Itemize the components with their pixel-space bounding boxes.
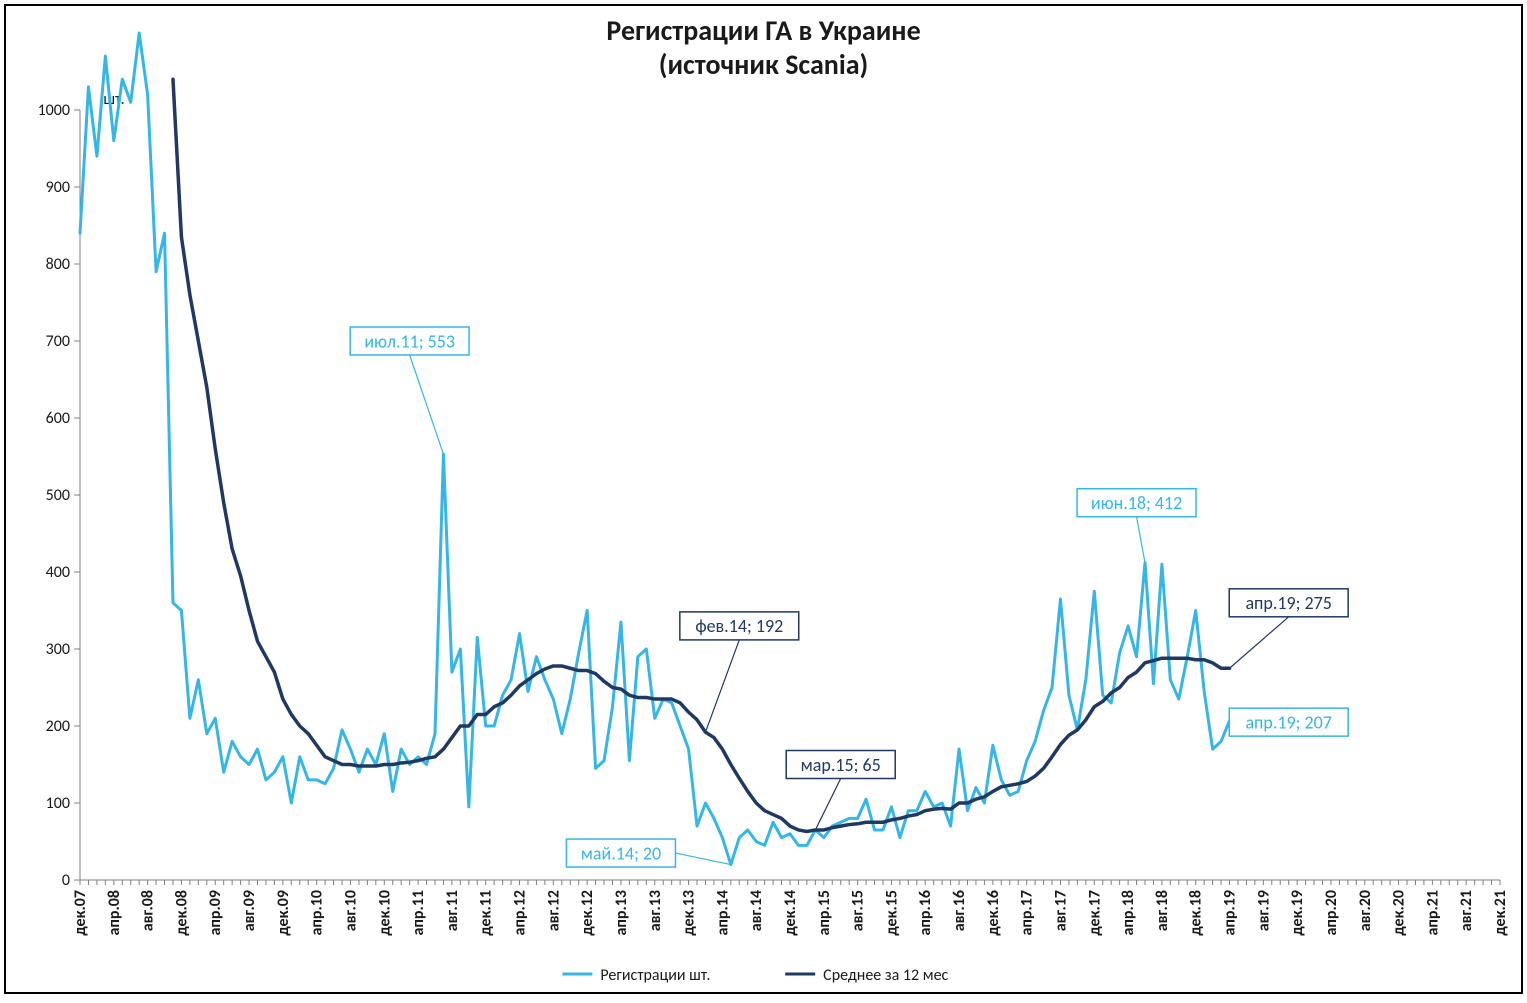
y-tick-label: 400 [46, 563, 70, 582]
x-tick-label: авг.18 [1153, 890, 1172, 931]
callout-label: май.14; 20 [581, 842, 661, 864]
legend-label: Среднее за 12 мес [823, 966, 948, 985]
x-tick-label: дек.21 [1491, 890, 1510, 936]
svg-text:(источник Scania): (источник Scania) [659, 47, 869, 82]
x-tick-label: дек.19 [1288, 890, 1307, 936]
svg-text:Регистрации ГА в Украине: Регистрации ГА в Украине [606, 13, 920, 48]
x-tick-label: апр.21 [1423, 890, 1442, 936]
x-tick-label: апр.13 [612, 890, 631, 936]
x-tick-label: авг.11 [443, 890, 462, 931]
x-tick-label: дек.11 [477, 890, 496, 936]
chart-svg: Регистрации ГА в Украине(источник Scania… [0, 0, 1527, 998]
x-tick-label: дек.17 [1085, 890, 1104, 936]
x-tick-label: дек.13 [680, 890, 699, 936]
x-tick-label: апр.12 [511, 890, 530, 936]
callout-label: июн.18; 412 [1091, 492, 1182, 514]
x-tick-label: апр.11 [409, 890, 428, 936]
x-tick-label: дек.08 [172, 890, 191, 936]
y-tick-label: 700 [46, 332, 70, 351]
y-tick-label: 200 [46, 717, 70, 736]
x-tick-label: апр.16 [916, 890, 935, 936]
x-tick-label: авг.14 [747, 890, 766, 931]
y-tick-label: 1000 [38, 101, 70, 120]
x-tick-label: апр.17 [1018, 890, 1037, 936]
x-tick-label: апр.15 [815, 890, 834, 936]
x-tick-label: апр.09 [206, 890, 225, 936]
x-tick-label: апр.08 [105, 890, 124, 936]
legend-label: Регистрации шт. [600, 966, 710, 985]
x-tick-label: авг.09 [240, 890, 259, 931]
x-tick-label: авг.10 [341, 890, 360, 931]
y-tick-label: 300 [46, 640, 70, 659]
x-tick-label: апр.20 [1322, 890, 1341, 936]
x-tick-label: дек.20 [1390, 890, 1409, 936]
x-tick-label: авг.08 [139, 890, 158, 931]
x-tick-label: авг.16 [950, 890, 969, 931]
y-tick-label: 0 [62, 871, 70, 890]
x-tick-label: дек.15 [882, 890, 901, 936]
callout-label: фев.14; 192 [695, 615, 783, 637]
x-tick-label: авг.19 [1254, 890, 1273, 931]
x-tick-label: авг.21 [1457, 890, 1476, 931]
x-tick-label: апр.19 [1221, 890, 1240, 936]
callout-label: июл.11; 553 [364, 330, 455, 352]
x-tick-label: авг.13 [646, 890, 665, 931]
callout: апр.19; 207 [1229, 708, 1348, 736]
x-tick-label: авг.15 [849, 890, 868, 931]
callout-label: апр.19; 207 [1245, 711, 1332, 733]
x-tick-label: дек.14 [781, 890, 800, 936]
x-tick-label: дек.07 [71, 890, 90, 936]
y-tick-label: 800 [46, 255, 70, 274]
y-tick-label: 100 [46, 794, 70, 813]
x-tick-label: апр.14 [713, 890, 732, 936]
y-tick-label: 600 [46, 409, 70, 428]
y-tick-label: 900 [46, 178, 70, 197]
x-tick-label: дек.10 [375, 890, 394, 936]
callout-label: апр.19; 275 [1245, 592, 1332, 614]
x-tick-label: дек.09 [274, 890, 293, 936]
y-tick-label: 500 [46, 486, 70, 505]
x-tick-label: дек.12 [578, 890, 597, 936]
x-tick-label: дек.18 [1187, 890, 1206, 936]
x-tick-label: апр.18 [1119, 890, 1138, 936]
x-tick-label: авг.17 [1051, 890, 1070, 931]
x-tick-label: апр.10 [308, 890, 327, 936]
x-tick-label: авг.12 [544, 890, 563, 931]
chart-container: Регистрации ГА в Украине(источник Scania… [0, 0, 1527, 998]
callout-label: мар.15; 65 [801, 754, 881, 776]
x-tick-label: дек.16 [984, 890, 1003, 936]
x-tick-label: авг.20 [1356, 890, 1375, 931]
